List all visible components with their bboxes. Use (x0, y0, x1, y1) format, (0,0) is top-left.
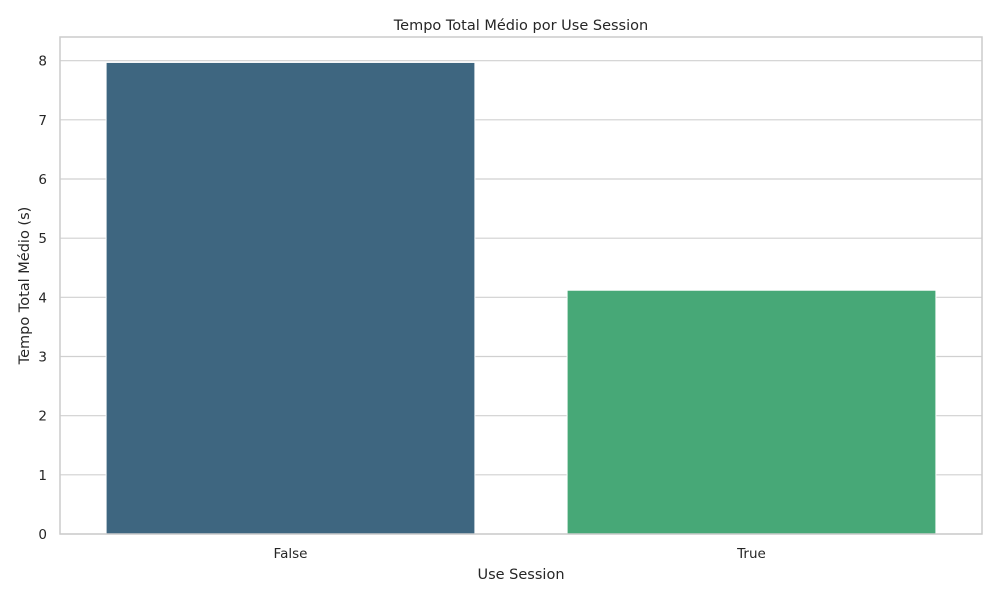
y-tick-label: 5 (38, 231, 47, 247)
y-tick-label: 7 (38, 113, 47, 129)
y-tick-label: 2 (38, 409, 47, 425)
chart-title: Tempo Total Médio por Use Session (393, 18, 648, 34)
x-tick-label: True (736, 546, 766, 562)
plot-frame (59, 36, 983, 535)
y-tick-label: 8 (38, 54, 47, 70)
y-tick-label: 3 (38, 350, 47, 366)
y-tick-label: 1 (38, 468, 47, 484)
y-tick-label: 4 (38, 290, 47, 306)
x-tick-label: False (274, 546, 308, 562)
bar-false (105, 61, 476, 535)
x-tick-labels: False True (274, 546, 766, 562)
y-tick-label: 0 (38, 527, 47, 543)
bars (105, 61, 937, 535)
y-tick-labels: 0 1 2 3 4 5 6 7 8 (38, 54, 47, 543)
bar-true (566, 289, 937, 535)
y-axis-label: Tempo Total Médio (s) (17, 207, 33, 366)
x-axis-label: Use Session (477, 567, 564, 583)
y-tick-label: 6 (38, 172, 47, 188)
